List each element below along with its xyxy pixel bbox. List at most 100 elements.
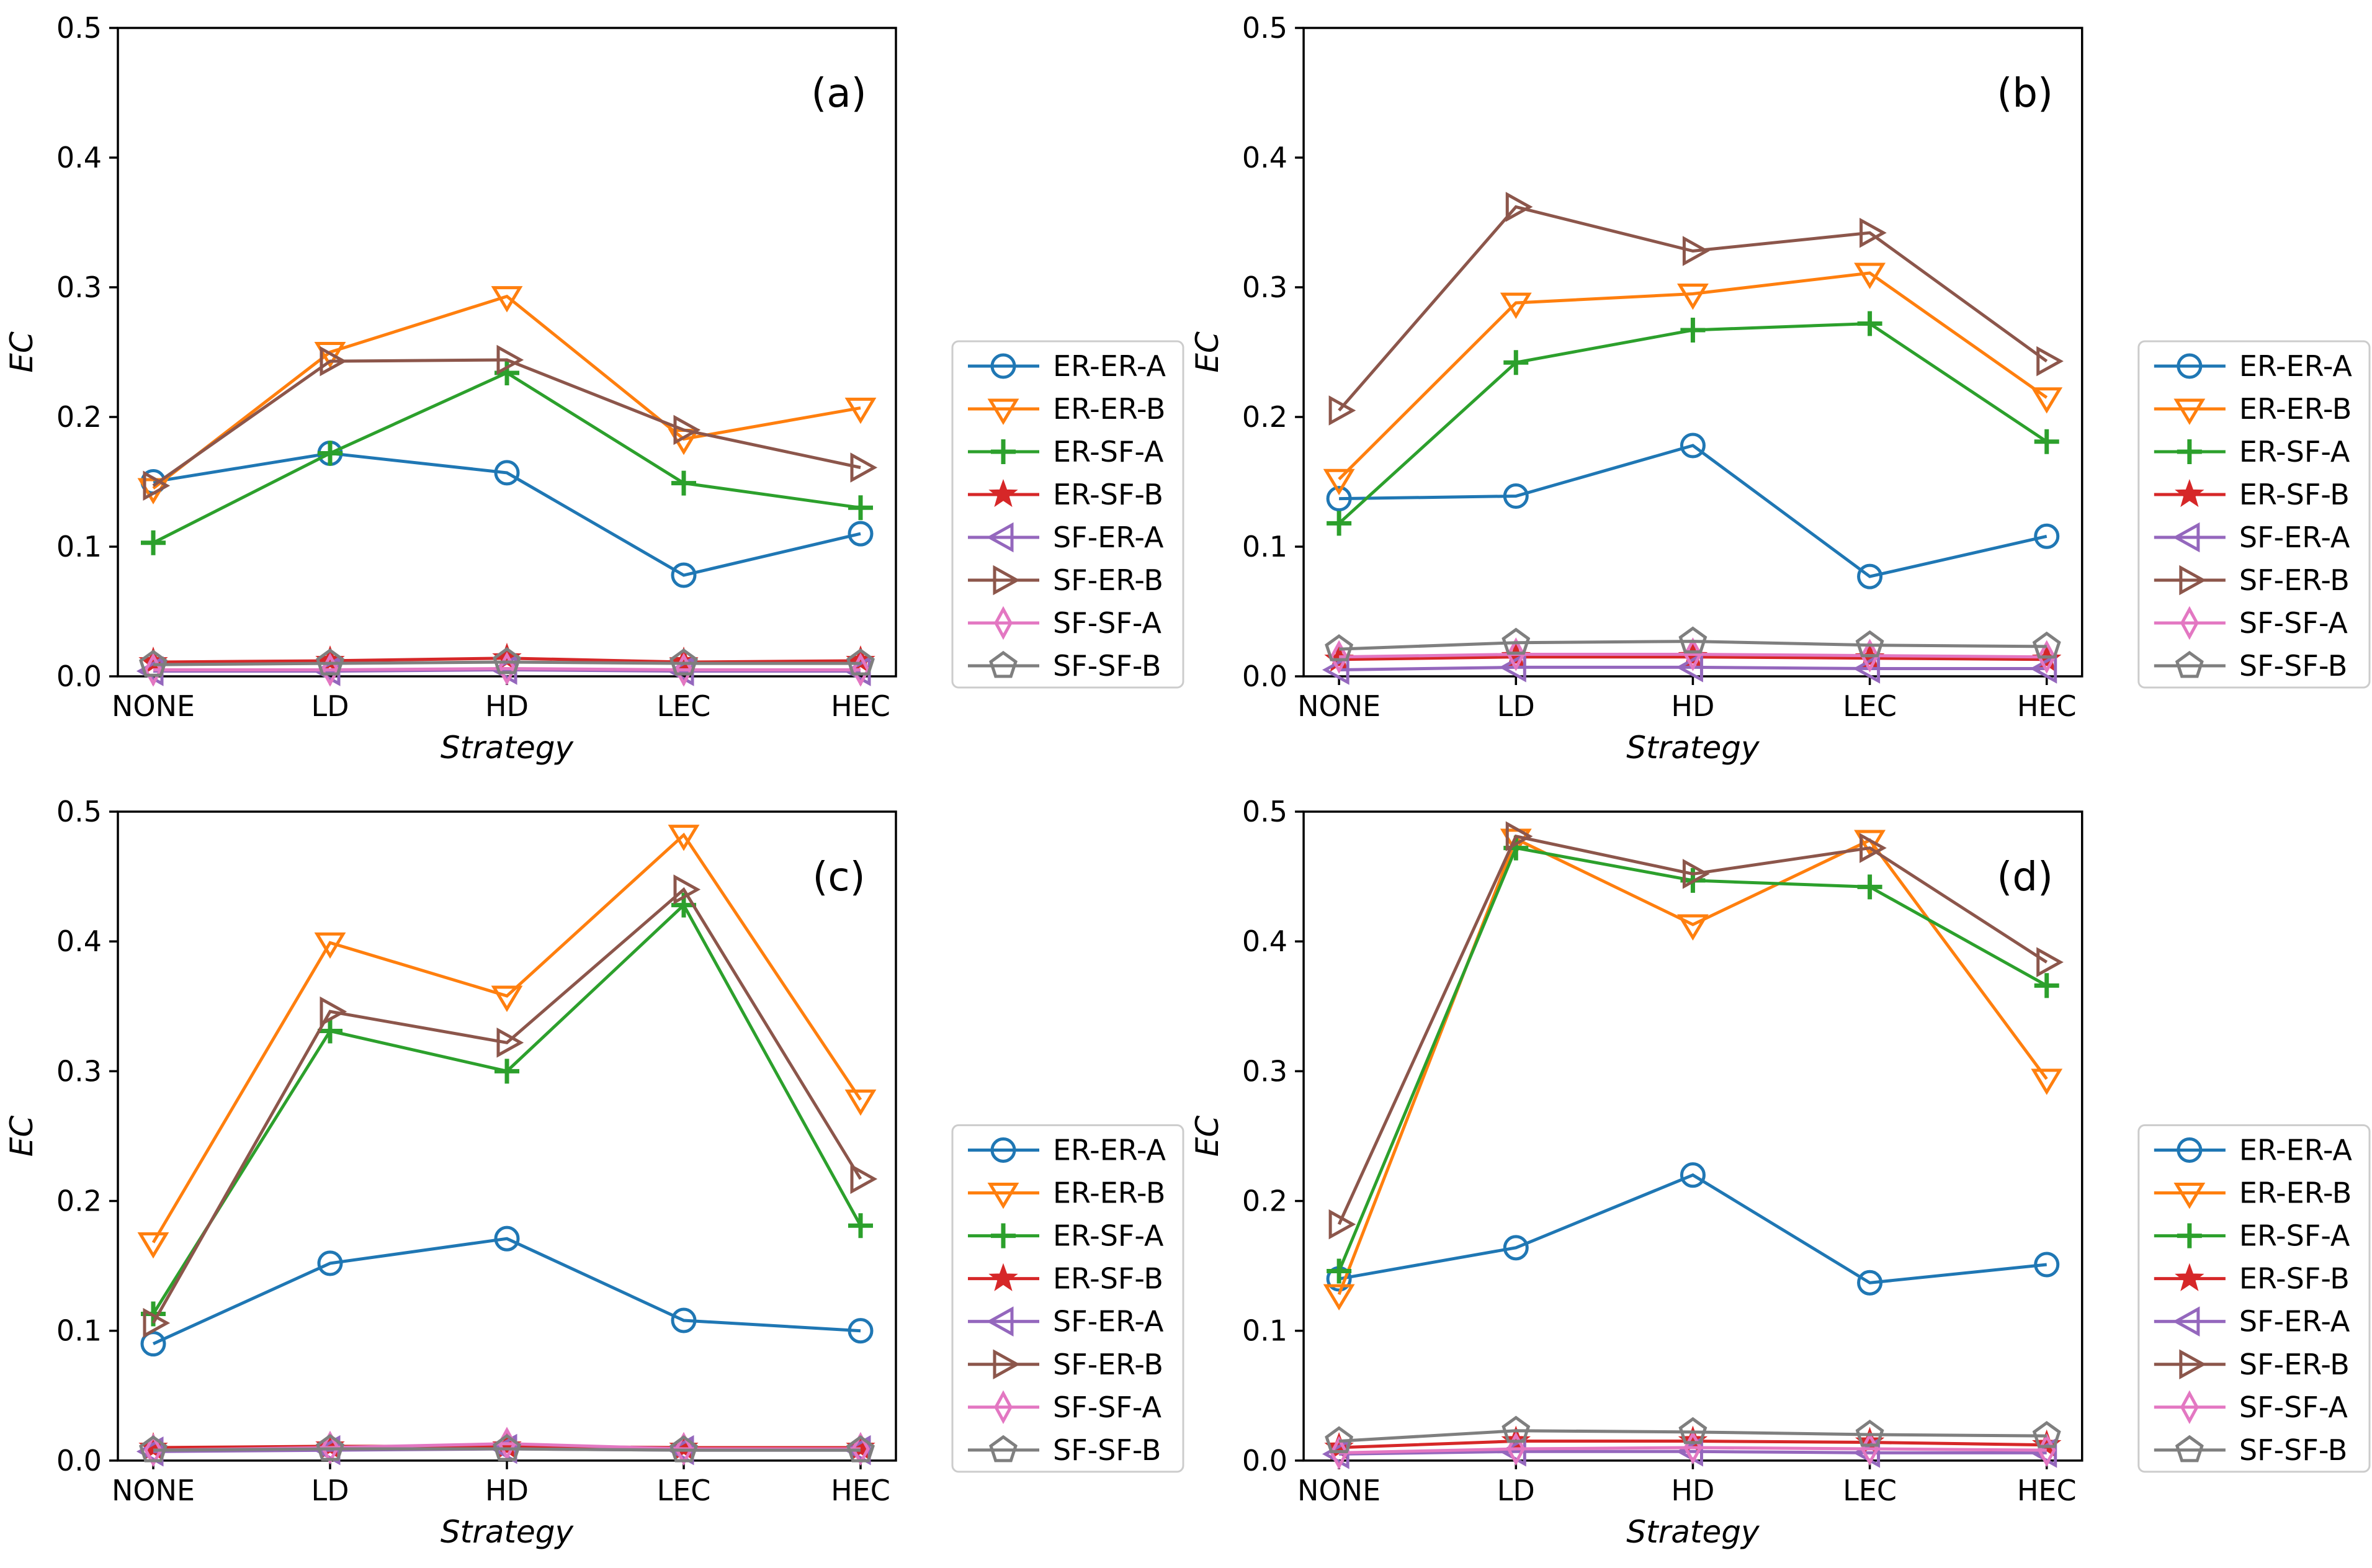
marker-circle bbox=[494, 1225, 520, 1252]
marker-pentagon bbox=[1855, 1419, 1884, 1447]
legend-entry-ER-ER-B: ER-ER-B bbox=[968, 1176, 1165, 1210]
marker-triangle-right bbox=[993, 1349, 1021, 1380]
marker-triangle-left bbox=[2030, 653, 2057, 684]
marker-circle bbox=[2034, 1252, 2060, 1278]
marker-plus bbox=[671, 470, 696, 496]
marker-pentagon bbox=[846, 648, 875, 676]
marker-circle bbox=[2034, 523, 2060, 549]
marker-circle bbox=[848, 521, 874, 547]
x-tick-label: NONE bbox=[1297, 689, 1381, 723]
y-tick-label: 0.2 bbox=[1242, 400, 1287, 434]
x-tick-label: HEC bbox=[2017, 689, 2077, 723]
marker-triangle-right bbox=[850, 452, 878, 483]
legend-entry-ER-SF-B: ER-SF-B bbox=[2154, 1262, 2350, 1296]
subplot-svg-a: 0.0 0.1 0.2 0.3 0.4 0.5 NONE LD HD LEC HEC EC Strate… bbox=[4, 11, 1184, 766]
plot-area bbox=[117, 810, 897, 1462]
y-tick-label: 0.0 bbox=[1242, 1444, 1287, 1477]
marker-triangle-right bbox=[1328, 1209, 1356, 1240]
legend-entry-SF-SF-A: SF-SF-A bbox=[2154, 606, 2348, 640]
marker-triangle-left bbox=[986, 522, 1014, 553]
y-tick-label: 0.2 bbox=[56, 1185, 102, 1218]
marker-plus bbox=[1680, 317, 1706, 343]
x-tick-label: HEC bbox=[2017, 1474, 2077, 1507]
marker-pentagon bbox=[669, 648, 698, 676]
x-tick-label: NONE bbox=[112, 689, 195, 723]
legend-entry-ER-SF-A: ER-SF-A bbox=[2154, 1219, 2350, 1253]
marker-circle bbox=[990, 353, 1016, 379]
y-tick-label: 0.4 bbox=[1242, 925, 1287, 958]
marker-thin-diamond bbox=[2180, 1390, 2199, 1425]
y-axis-label: EC bbox=[1189, 1116, 1225, 1157]
x-tick-label: NONE bbox=[112, 1474, 195, 1507]
marker-triangle-down bbox=[1854, 262, 1886, 289]
marker-thin-diamond bbox=[994, 606, 1013, 640]
y-tick-label: 0.1 bbox=[1242, 1314, 1287, 1348]
marker-triangle-down bbox=[2173, 398, 2206, 425]
marker-triangle-left bbox=[2172, 522, 2200, 553]
y-tick-label: 0.5 bbox=[56, 11, 102, 45]
series-SF-SF-B bbox=[139, 1433, 875, 1463]
panel-label: (d) bbox=[1997, 854, 2053, 900]
marker-plus bbox=[2177, 1223, 2202, 1248]
legend-entry-SF-SF-B: SF-SF-B bbox=[2154, 1433, 2347, 1467]
y-axis-label: EC bbox=[4, 1116, 40, 1157]
marker-plus bbox=[991, 1223, 1016, 1248]
marker-triangle-right bbox=[143, 470, 171, 501]
plot-area bbox=[1302, 27, 2083, 678]
marker-circle bbox=[1503, 483, 1529, 509]
series-line-SF-SF-B bbox=[153, 1447, 861, 1452]
marker-circle bbox=[990, 1137, 1016, 1163]
legend-entry-ER-ER-A: ER-ER-A bbox=[2154, 1133, 2352, 1167]
marker-triangle-right bbox=[1682, 859, 1710, 889]
legend-label: SF-ER-B bbox=[1053, 1348, 1163, 1381]
panel-label: (c) bbox=[812, 854, 865, 900]
legend-entry-SF-SF-A: SF-SF-A bbox=[968, 1390, 1161, 1425]
marker-star bbox=[2175, 479, 2204, 508]
marker-triangle-right bbox=[2036, 346, 2064, 377]
x-tick-label: HEC bbox=[831, 1474, 890, 1507]
marker-triangle-right bbox=[496, 1028, 524, 1058]
legend-entry-SF-SF-B: SF-SF-B bbox=[2154, 649, 2347, 683]
legend-entry-ER-ER-A: ER-ER-A bbox=[968, 1133, 1166, 1167]
marker-circle bbox=[1326, 486, 1352, 512]
marker-plus bbox=[141, 530, 166, 555]
marker-pentagon bbox=[1325, 634, 1354, 661]
marker-thin-diamond bbox=[2180, 606, 2199, 640]
marker-triangle-down bbox=[1323, 1284, 1355, 1311]
series-line-SF-SF-A bbox=[1339, 1446, 2047, 1454]
marker-triangle-right bbox=[673, 874, 701, 905]
legend-entry-ER-ER-A: ER-ER-A bbox=[968, 349, 1166, 383]
marker-pentagon bbox=[2175, 650, 2204, 678]
series-line-SF-ER-B bbox=[1337, 834, 2048, 1225]
x-tick-label: HD bbox=[485, 689, 529, 723]
y-tick-label: 0.4 bbox=[56, 925, 102, 958]
marker-circle bbox=[1503, 1235, 1529, 1261]
marker-pentagon bbox=[1855, 630, 1884, 658]
legend-label: SF-ER-B bbox=[2239, 1348, 2350, 1381]
x-tick-label: NONE bbox=[1297, 1474, 1381, 1507]
legend-entry-ER-SF-B: ER-SF-B bbox=[968, 1262, 1163, 1296]
legend-label: SF-SF-B bbox=[1053, 1433, 1161, 1467]
marker-plus bbox=[318, 441, 342, 466]
legend-box bbox=[2137, 1124, 2371, 1473]
y-axis-label: EC bbox=[1189, 331, 1225, 373]
marker-circle bbox=[848, 1318, 874, 1344]
marker-triangle-right bbox=[673, 414, 701, 446]
x-tick-label: LEC bbox=[1843, 1474, 1897, 1507]
marker-thin-diamond bbox=[498, 652, 516, 686]
legend: ER-ER-A ER-ER-B ER-SF-A ER-SF-B SF-ER-A SF-ER… bbox=[2137, 1124, 2371, 1473]
series-line-ER-ER-B bbox=[151, 832, 862, 1243]
y-tick-label: 0.0 bbox=[1242, 660, 1287, 693]
marker-triangle-down bbox=[1676, 284, 1709, 310]
legend-entry-ER-SF-B: ER-SF-B bbox=[968, 478, 1163, 511]
marker-circle bbox=[1680, 432, 1706, 459]
marker-triangle-down bbox=[844, 397, 877, 424]
x-axis-label: Strategy bbox=[1626, 730, 1760, 766]
subplot-b: 0.0 0.1 0.2 0.3 0.4 0.5 NONE LD HD LEC HEC EC Strate… bbox=[1186, 0, 2372, 784]
legend-label: ER-ER-B bbox=[1053, 1176, 1165, 1210]
legend-label: SF-SF-A bbox=[1053, 606, 1162, 640]
marker-pentagon bbox=[669, 1435, 698, 1463]
legend: ER-ER-A ER-ER-B ER-SF-A ER-SF-B SF-ER-A SF-ER… bbox=[951, 1124, 1184, 1473]
marker-thin-diamond bbox=[321, 1430, 339, 1465]
marker-plus bbox=[318, 1018, 342, 1044]
